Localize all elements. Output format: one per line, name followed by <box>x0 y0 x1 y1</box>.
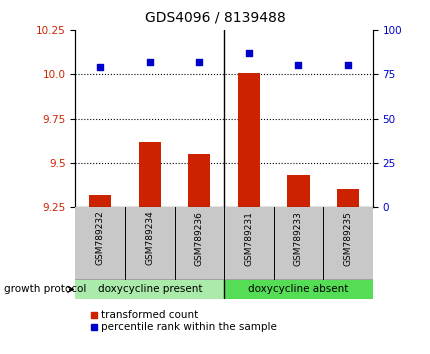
Text: doxycycline present: doxycycline present <box>97 284 202 295</box>
Point <box>294 63 301 68</box>
Point <box>96 64 103 70</box>
Text: GSM789231: GSM789231 <box>244 211 253 266</box>
Point <box>195 59 203 65</box>
Bar <box>89 195 111 207</box>
Text: growth protocol: growth protocol <box>4 284 86 295</box>
Text: GSM789233: GSM789233 <box>293 211 302 266</box>
Text: GSM789235: GSM789235 <box>343 211 352 266</box>
Bar <box>188 154 210 207</box>
Text: GDS4096 / 8139488: GDS4096 / 8139488 <box>145 11 285 25</box>
Bar <box>336 189 358 207</box>
Text: GSM789232: GSM789232 <box>95 211 104 266</box>
Text: doxycycline absent: doxycycline absent <box>248 284 348 295</box>
Text: GSM789234: GSM789234 <box>145 211 154 266</box>
Point <box>245 50 252 56</box>
Point <box>146 59 153 65</box>
Text: transformed count: transformed count <box>101 310 198 320</box>
Bar <box>237 73 259 207</box>
Text: percentile rank within the sample: percentile rank within the sample <box>101 322 276 332</box>
Bar <box>138 142 160 207</box>
Text: GSM789236: GSM789236 <box>194 211 203 266</box>
Bar <box>287 175 309 207</box>
Point <box>344 63 351 68</box>
Bar <box>224 280 372 299</box>
